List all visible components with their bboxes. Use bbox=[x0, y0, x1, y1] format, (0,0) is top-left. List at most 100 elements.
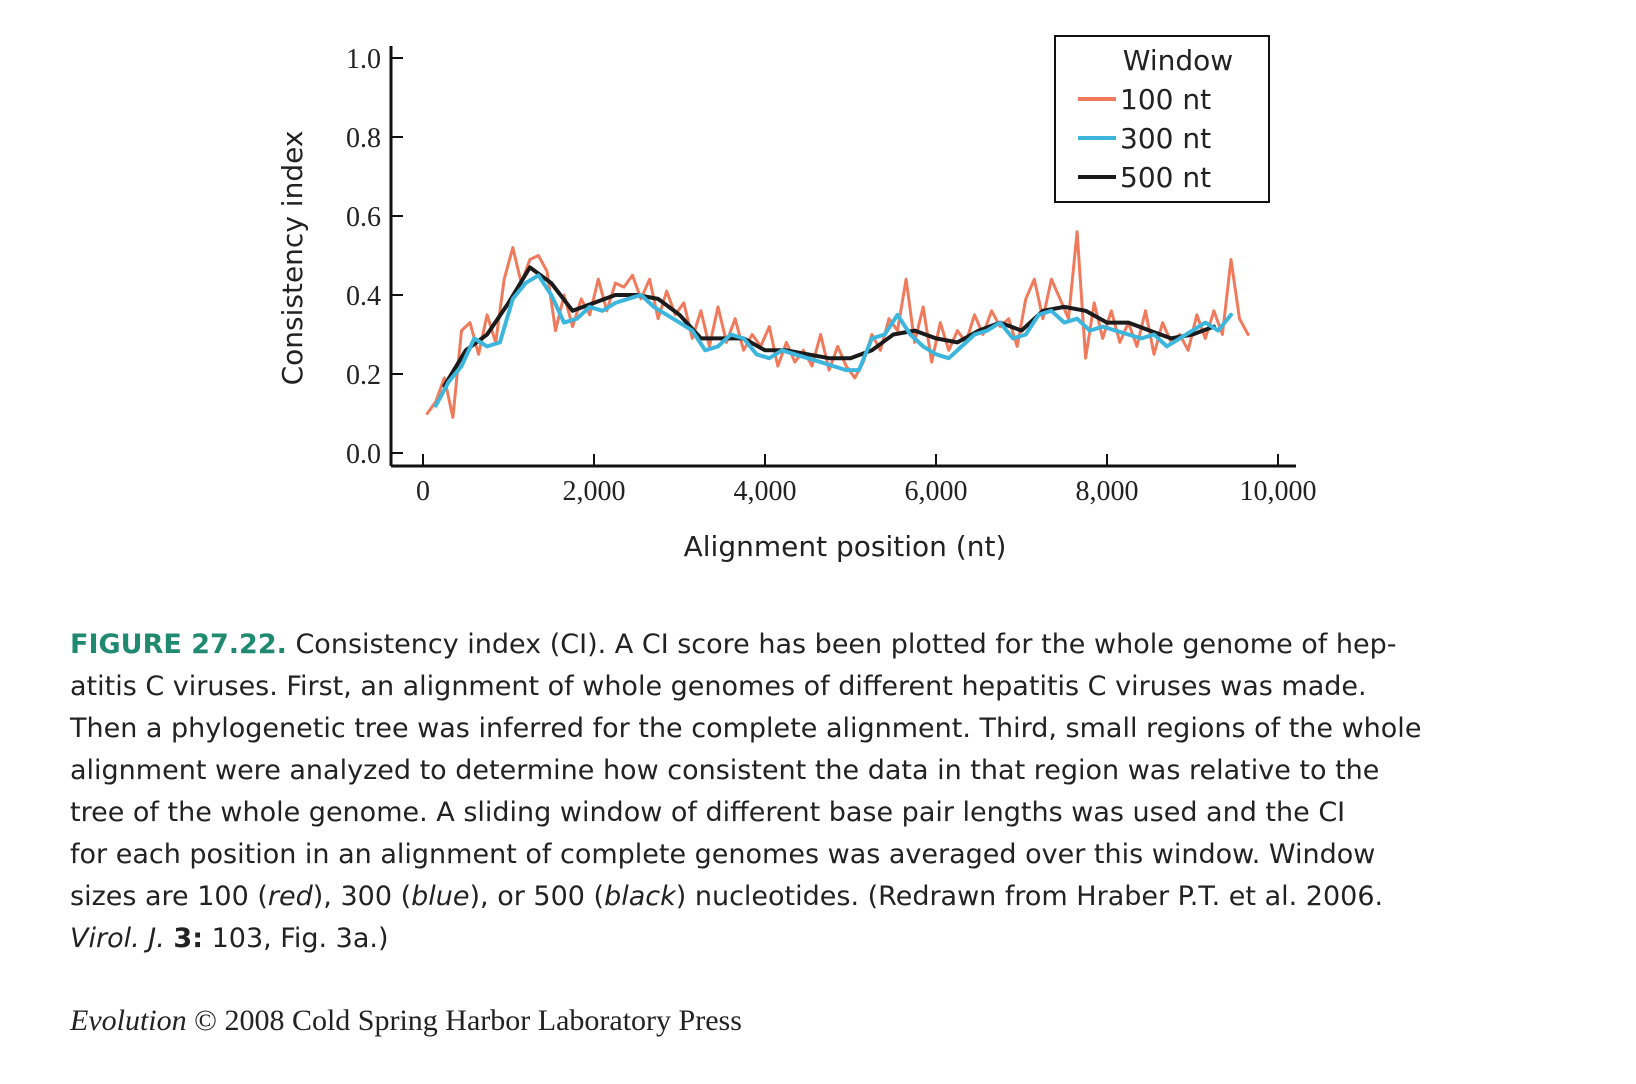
caption-line-8: Virol. J. 3: 103, Fig. 3a.) bbox=[70, 923, 389, 954]
data-point-100-nt bbox=[768, 325, 771, 328]
data-point-500-nt bbox=[657, 298, 659, 300]
data-point-100-nt bbox=[1042, 317, 1044, 320]
data-point-300-nt bbox=[730, 333, 732, 336]
data-point-300-nt bbox=[486, 345, 488, 348]
data-point-100-nt bbox=[469, 321, 471, 324]
data-point-300-nt bbox=[1050, 310, 1053, 312]
data-point-100-nt bbox=[537, 254, 540, 257]
data-point-300-nt bbox=[948, 357, 950, 360]
data-point-300-nt bbox=[973, 333, 976, 336]
data-point-300-nt bbox=[576, 317, 578, 320]
data-point-300-nt bbox=[1230, 313, 1232, 316]
data-point-300-nt bbox=[1217, 329, 1219, 332]
data-point-100-nt bbox=[1033, 278, 1036, 281]
data-point-100-nt bbox=[1238, 317, 1241, 320]
data-point-300-nt bbox=[640, 294, 642, 296]
data-point-500-nt bbox=[1148, 329, 1151, 332]
data-point-100-nt bbox=[948, 349, 950, 352]
data-point-300-nt bbox=[742, 337, 745, 340]
data-point-300-nt bbox=[883, 333, 886, 336]
data-point-500-nt bbox=[1106, 321, 1108, 324]
data-point-300-nt bbox=[1089, 329, 1091, 332]
chart-legend: Window 100 nt 300 nt 500 nt bbox=[1054, 35, 1270, 203]
data-point-100-nt bbox=[452, 416, 454, 419]
y-tick-label: 1.0 bbox=[346, 44, 381, 75]
data-point-100-nt bbox=[922, 306, 924, 308]
data-point-300-nt bbox=[1063, 321, 1066, 324]
data-point-100-nt bbox=[503, 278, 506, 281]
data-point-300-nt bbox=[858, 369, 860, 371]
caption-line-4: alignment were analyzed to determine how… bbox=[70, 755, 1380, 786]
x-tick-label: 6,000 bbox=[905, 476, 968, 507]
data-point-100-nt bbox=[1144, 310, 1147, 312]
data-point-100-nt bbox=[1016, 345, 1019, 348]
data-point-300-nt bbox=[435, 404, 437, 407]
x-tick-label: 10,000 bbox=[1240, 476, 1317, 507]
y-axis-label: Consistency index bbox=[276, 131, 309, 386]
data-point-300-nt bbox=[1166, 345, 1168, 348]
data-point-300-nt bbox=[473, 337, 476, 340]
data-point-100-nt bbox=[913, 341, 916, 344]
data-point-300-nt bbox=[614, 302, 617, 304]
data-point-500-nt bbox=[550, 282, 553, 284]
chart-axes: 0.0 0.2 0.4 0.6 0.8 1.0 0 2,000 4,000 6,000 8,000 1… bbox=[276, 44, 1317, 563]
data-point-500-nt bbox=[507, 302, 510, 304]
data-point-300-nt bbox=[1191, 329, 1194, 332]
data-point-300-nt bbox=[1076, 317, 1078, 320]
x-tick-label: 2,000 bbox=[563, 476, 626, 507]
data-point-300-nt bbox=[627, 298, 629, 300]
data-point-500-nt bbox=[529, 266, 531, 269]
figure-caption: FIGURE 27.22. Consistency index (CI). A … bbox=[70, 624, 1600, 960]
data-point-500-nt bbox=[721, 337, 724, 340]
data-point-300-nt bbox=[794, 353, 796, 356]
data-point-100-nt bbox=[631, 274, 634, 277]
x-axis-label: Alignment position (nt) bbox=[684, 530, 1007, 563]
data-point-300-nt bbox=[781, 349, 783, 352]
data-point-100-nt bbox=[777, 365, 779, 367]
legend-entry: 100 nt bbox=[1120, 83, 1211, 116]
data-point-100-nt bbox=[1187, 349, 1190, 352]
data-point-100-nt bbox=[1221, 333, 1224, 336]
data-point-300-nt bbox=[460, 365, 463, 367]
data-point-100-nt bbox=[990, 310, 993, 312]
line-chart: 0.0 0.2 0.4 0.6 0.8 1.0 0 2,000 4,000 6,000 8,000 1… bbox=[276, 35, 1317, 563]
data-point-500-nt bbox=[764, 349, 766, 352]
data-point-100-nt bbox=[828, 369, 830, 371]
data-point-300-nt bbox=[691, 329, 694, 332]
data-point-300-nt bbox=[653, 306, 655, 308]
data-point-100-nt bbox=[546, 270, 548, 273]
data-point-100-nt bbox=[871, 333, 873, 336]
data-point-300-nt bbox=[588, 306, 591, 308]
data-point-300-nt bbox=[922, 345, 924, 348]
data-point-100-nt bbox=[477, 353, 480, 356]
chart-series-group bbox=[425, 230, 1250, 419]
data-point-500-nt bbox=[935, 337, 937, 340]
data-point-500-nt bbox=[1063, 306, 1066, 308]
data-point-300-nt bbox=[563, 321, 565, 324]
data-point-100-nt bbox=[1101, 337, 1104, 340]
data-point-100-nt bbox=[563, 294, 565, 296]
caption-line-5: tree of the whole genome. A sliding wind… bbox=[70, 797, 1346, 828]
y-tick-label: 0.8 bbox=[346, 123, 381, 154]
data-point-300-nt bbox=[986, 329, 989, 332]
data-point-100-nt bbox=[1119, 341, 1121, 344]
data-point-100-nt bbox=[811, 365, 813, 367]
data-point-100-nt bbox=[802, 349, 805, 352]
data-point-300-nt bbox=[896, 313, 899, 316]
data-point-100-nt bbox=[511, 246, 514, 249]
data-point-300-nt bbox=[845, 369, 848, 371]
data-point-300-nt bbox=[999, 321, 1001, 324]
data-point-100-nt bbox=[1247, 333, 1249, 336]
data-point-100-nt bbox=[1195, 313, 1198, 316]
legend-title: Window bbox=[1123, 44, 1233, 77]
data-point-100-nt bbox=[691, 337, 694, 340]
data-point-500-nt bbox=[913, 329, 916, 332]
data-point-100-nt bbox=[1230, 258, 1232, 261]
caption-line-6: for each position in an alignment of com… bbox=[70, 839, 1376, 870]
data-point-100-nt bbox=[930, 361, 933, 363]
data-point-500-nt bbox=[892, 333, 895, 336]
data-point-100-nt bbox=[648, 278, 651, 281]
data-point-300-nt bbox=[960, 345, 963, 348]
data-point-100-nt bbox=[700, 310, 702, 312]
data-point-300-nt bbox=[1127, 333, 1130, 336]
